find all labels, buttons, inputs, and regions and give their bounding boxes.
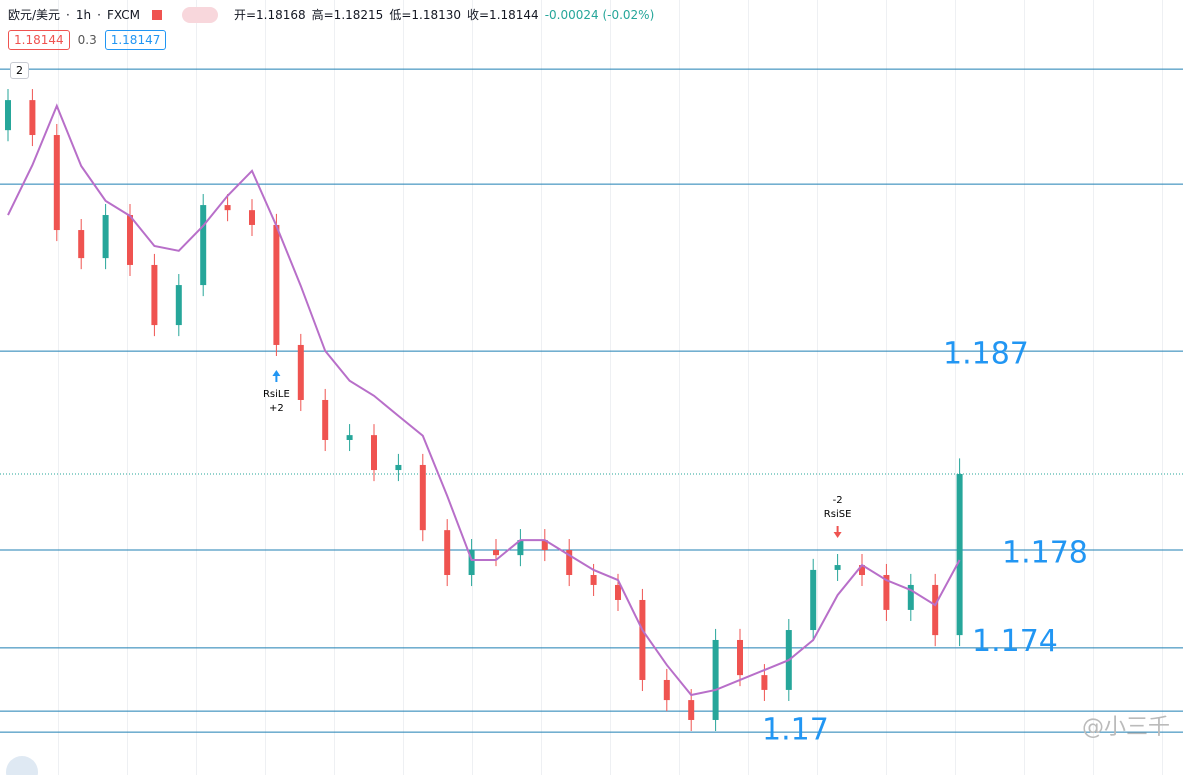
candle-body [444,530,451,576]
ohlc-open: 开=1.18168 [233,8,306,22]
signal-qty: -2 [833,495,843,506]
source: FXCM [106,7,140,22]
candle-body [956,474,963,636]
level-label: 1.174 [972,624,1058,659]
spread: 0.3 [77,33,97,47]
candle-body [346,435,353,440]
change: -0.00024 (-0.02%) [544,7,655,22]
candle-body [932,584,939,636]
quote-tags: 1.18144 0.3 1.18147 [8,30,167,50]
symbol: 欧元/美元 [8,8,61,22]
candle-body [468,550,475,576]
signal-label: RsiSE [824,509,852,520]
level-label: 1.178 [1002,536,1088,571]
candle-body [29,100,36,136]
candle-body [566,550,573,576]
candle-body [517,540,524,556]
candle-body [761,675,768,690]
candle-body [493,550,499,556]
moving-average [7,103,961,697]
candle-body [859,565,865,576]
ohlc-close: 收=1.18144 [467,8,539,22]
candle-body [834,565,841,570]
candle-body [615,584,621,600]
candle-body [175,285,182,326]
candle-body [663,679,670,701]
signal-arrow [272,370,281,383]
candle-body [737,639,743,676]
candle-body [883,575,890,610]
interval[interactable]: 1h [75,7,92,22]
signal-qty: +2 [269,403,284,414]
candle-body [224,205,231,211]
level-label: 1.187 [943,337,1029,372]
candle-body [590,575,597,585]
candle-body [53,135,60,231]
watermark: @小三千 [1082,715,1170,740]
candle-body [907,584,914,610]
candle-body [712,639,719,720]
buy-price[interactable]: 1.18147 [104,30,167,50]
candle-body [78,230,85,259]
candle-body [371,435,377,471]
collapse-badge[interactable]: 2 [10,62,29,79]
flag-icon[interactable] [151,9,162,20]
candle-body [297,344,304,400]
level-label: 1.17 [762,712,829,747]
candle-body [688,700,695,720]
candle-body [273,224,280,345]
candle-body [810,569,817,631]
candle-body [639,599,646,680]
signal-arrow [833,526,842,539]
candle-body [151,264,158,326]
candle-body [200,205,207,286]
logo [6,756,38,775]
ohlc-low: 低=1.18130 [389,8,461,22]
candle-body [102,215,109,259]
candle-body [322,399,329,440]
legend-header: 欧元/美元 · 1h · FXCM 开=1.18168 高=1.18215 低=1.… [8,6,655,23]
candle-body [395,464,402,471]
sell-price[interactable]: 1.18144 [8,30,70,50]
candle-body [5,100,11,131]
market-status[interactable] [181,6,218,23]
candle-body [249,210,255,225]
ohlc-high: 高=1.18215 [311,8,384,22]
candle-body [541,540,548,551]
candle-body [419,464,426,531]
signal-label: RsiLE [263,389,290,400]
candle-body [127,215,133,265]
